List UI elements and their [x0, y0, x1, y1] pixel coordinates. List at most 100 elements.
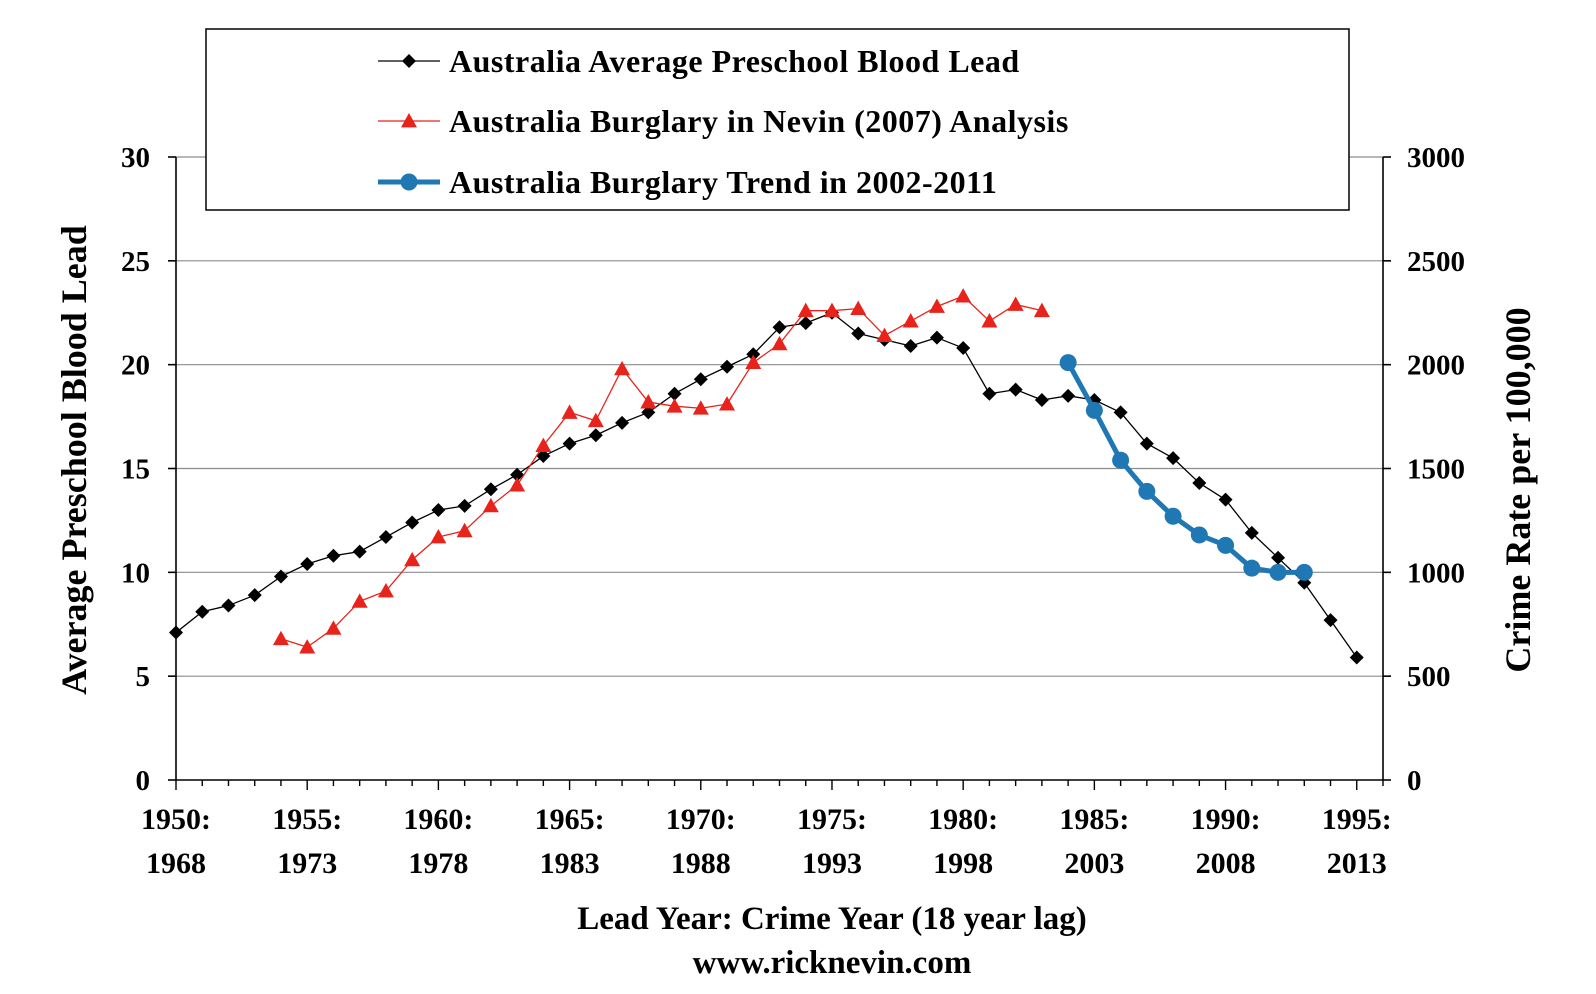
data-point: [692, 400, 709, 415]
data-point: [588, 428, 603, 443]
data-point: [615, 415, 630, 430]
data-point: [352, 544, 367, 559]
y-tick-label: 5: [136, 661, 151, 693]
data-point: [483, 482, 498, 497]
data-point: [457, 498, 472, 513]
data-point: [851, 326, 866, 341]
data-point: [247, 588, 262, 603]
data-point: [1295, 563, 1313, 581]
data-point: [1008, 382, 1023, 397]
x-tick-label: 1993: [802, 847, 862, 880]
data-point: [1217, 536, 1235, 554]
data-point: [797, 302, 814, 318]
data-point: [404, 551, 421, 567]
data-point: [431, 503, 446, 518]
data-point: [1113, 405, 1128, 420]
y-tick-label: 20: [121, 350, 150, 382]
x-tick-label: 2013: [1327, 847, 1387, 880]
y-axis-title: Average Preschool Blood Lead: [54, 225, 94, 695]
x-tick-label: 1973: [277, 847, 337, 880]
data-point: [902, 313, 919, 328]
series-line: [280, 295, 1043, 648]
x-tick-label: 2003: [1064, 847, 1124, 880]
series-line: [175, 312, 1358, 658]
data-point: [509, 477, 526, 492]
legend-label: Australia Burglary in Nevin (2007) Analy…: [449, 103, 1069, 139]
data-point: [562, 436, 577, 451]
x-tick-label: 1968: [146, 847, 206, 880]
series-layer: [169, 288, 1364, 665]
y-tick-label: 25: [121, 246, 150, 278]
data-point: [1192, 476, 1207, 491]
legend-swatch-marker: [402, 54, 416, 68]
data-point: [535, 437, 552, 453]
data-point: [272, 630, 289, 646]
data-point: [1007, 296, 1024, 311]
y2-tick-label: 1500: [1407, 454, 1465, 486]
data-point: [1164, 507, 1182, 525]
y-tick-label: 30: [121, 142, 150, 174]
data-point: [1138, 482, 1156, 500]
x-tick-label: 1975:: [797, 803, 867, 836]
data-point: [667, 386, 682, 401]
data-point: [666, 398, 683, 413]
data-point: [614, 360, 631, 376]
data-point: [1243, 559, 1261, 577]
x-tick-label: 1988: [671, 847, 731, 880]
data-point: [221, 598, 236, 613]
data-point: [850, 300, 867, 315]
axes-layer: 0 5 10 15 20 25 30 0 500 1000 1500 2000 2500 3000 1950…: [121, 142, 1465, 880]
y2-tick-label: 2500: [1407, 246, 1465, 278]
data-point: [1271, 550, 1286, 565]
data-point: [876, 327, 893, 342]
y-tick-label: 10: [121, 557, 150, 589]
y2-tick-label: 0: [1407, 765, 1422, 797]
data-point: [1034, 392, 1049, 407]
data-point: [1061, 388, 1076, 403]
data-point: [456, 522, 473, 538]
data-point: [640, 394, 657, 409]
data-point: [903, 338, 918, 353]
data-point: [746, 347, 761, 362]
x-tick-label: 1955:: [272, 803, 342, 836]
source-footer: www.ricknevin.com: [693, 945, 972, 981]
data-point: [1190, 526, 1208, 544]
data-point: [719, 396, 736, 411]
y2-axis-title: Crime Rate per 100,000: [1498, 307, 1538, 672]
x-tick-label: 2008: [1196, 847, 1256, 880]
labels-layer: Average Preschool Blood Lead Crime Rate …: [54, 225, 1538, 981]
data-point: [430, 529, 447, 544]
legend-label: Australia Average Preschool Blood Lead: [449, 43, 1020, 79]
x-tick-label: 1960:: [403, 803, 473, 836]
legend-swatch-marker: [400, 173, 418, 191]
data-point: [1349, 650, 1364, 665]
data-point: [1112, 451, 1130, 469]
data-point: [1059, 354, 1077, 372]
data-point: [1139, 436, 1154, 451]
series-2: [272, 288, 1050, 654]
data-point: [299, 639, 316, 654]
data-point: [771, 335, 788, 351]
x-tick-label: 1980:: [928, 803, 998, 836]
x-tick-label: 1965:: [535, 803, 605, 836]
data-point: [956, 341, 971, 356]
x-tick-label: 1983: [540, 847, 600, 880]
x-tick-label: 1950:: [141, 803, 211, 836]
data-point: [1269, 563, 1287, 581]
x-tick-label: 1978: [408, 847, 468, 880]
data-point: [720, 359, 735, 374]
y2-tick-label: 3000: [1407, 142, 1465, 174]
data-point: [1033, 302, 1050, 318]
data-point: [1218, 492, 1233, 507]
x-axis-title: Lead Year: Crime Year (18 year lag): [577, 901, 1087, 937]
data-point: [273, 569, 288, 584]
legend-label: Australia Burglary Trend in 2002-2011: [449, 164, 997, 200]
series-line: [1065, 361, 1305, 575]
y2-tick-label: 2000: [1407, 350, 1465, 382]
data-point: [1244, 525, 1259, 540]
series-3: [1059, 354, 1313, 581]
data-point: [772, 320, 787, 335]
data-point: [823, 302, 840, 318]
